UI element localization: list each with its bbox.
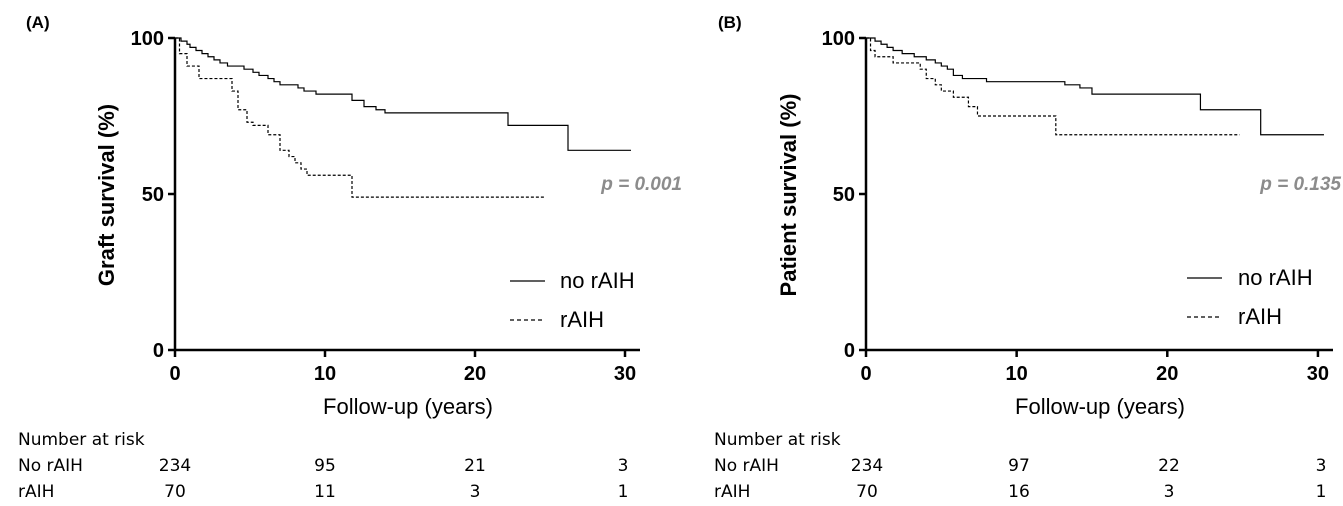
- risk-count: 3: [1163, 482, 1175, 502]
- legend: no rAIH rAIH: [510, 268, 635, 332]
- risk-row-label: No rAIH: [714, 456, 779, 476]
- legend-label-no-raih: no rAIH: [560, 268, 635, 293]
- risk-count: 3: [469, 482, 481, 502]
- risk-count: 1: [617, 482, 629, 502]
- legend-label-raih: rAIH: [1238, 304, 1282, 329]
- x-tick-label: 0: [860, 363, 871, 385]
- series-line-raih: [866, 37, 1240, 136]
- y-tick-label: 0: [844, 340, 855, 362]
- x-tick-label: 30: [614, 363, 636, 385]
- risk-row-no-raih: No rAIH 234 95 21 3: [18, 456, 678, 480]
- risk-count: 95: [314, 456, 336, 476]
- risk-count: 70: [164, 482, 186, 502]
- x-axis-label: Follow-up (years): [323, 394, 493, 419]
- risk-count: 21: [464, 456, 486, 476]
- risk-table-b: Number at risk No rAIH 234 97 22 3 rAIH …: [714, 430, 1343, 504]
- x-tick-label: 20: [1156, 363, 1178, 385]
- graft-survival-chart: (A) 0 50 100 0 10 20 30 Graft survival (%) Fol…: [26, 13, 682, 419]
- risk-row-label: rAIH: [18, 482, 55, 502]
- patient-survival-chart: (B) 0 50 100 0 10 20 30 Patient survival (%) F…: [718, 13, 1341, 419]
- risk-count: 234: [850, 456, 884, 476]
- panel-label: (B): [718, 13, 742, 32]
- x-tick-label: 0: [169, 363, 180, 385]
- panel-label: (A): [26, 13, 50, 32]
- legend-label-raih: rAIH: [560, 307, 604, 332]
- risk-count: 11: [314, 482, 336, 502]
- y-tick-label: 50: [142, 184, 164, 206]
- legend: no rAIH rAIH: [1187, 265, 1313, 329]
- risk-table-a: Number at risk No rAIH 234 95 21 3 rAIH …: [18, 430, 678, 504]
- y-tick-label: 100: [131, 28, 164, 50]
- x-tick-label: 10: [314, 363, 336, 385]
- risk-count: 1: [1315, 482, 1327, 502]
- y-axis-label: Graft survival (%): [94, 104, 119, 286]
- risk-table-title: Number at risk: [714, 430, 841, 450]
- risk-count: 70: [856, 482, 878, 502]
- risk-row-label: rAIH: [714, 482, 751, 502]
- risk-count: 3: [1315, 456, 1327, 476]
- series-line-no-raih: [866, 37, 1324, 136]
- y-tick-label: 0: [153, 340, 164, 362]
- x-tick-label: 10: [1006, 363, 1028, 385]
- x-axis-label: Follow-up (years): [1015, 394, 1185, 419]
- risk-row-raih: rAIH 70 11 3 1: [18, 482, 678, 506]
- y-axis-label: Patient survival (%): [776, 94, 801, 297]
- p-value: p = 0.135: [1259, 174, 1341, 195]
- series-line-no-raih: [175, 37, 631, 151]
- risk-row-no-raih: No rAIH 234 97 22 3: [714, 456, 1343, 480]
- legend-label-no-raih: no rAIH: [1238, 265, 1313, 290]
- risk-count: 97: [1008, 456, 1030, 476]
- risk-row-label: No rAIH: [18, 456, 83, 476]
- risk-count: 234: [158, 456, 192, 476]
- series-line-raih: [175, 37, 544, 198]
- x-tick-label: 20: [464, 363, 486, 385]
- x-tick-label: 30: [1307, 363, 1329, 385]
- risk-count: 16: [1008, 482, 1030, 502]
- risk-count: 22: [1158, 456, 1180, 476]
- risk-table-title: Number at risk: [18, 430, 145, 450]
- y-tick-label: 100: [822, 28, 855, 50]
- p-value: p = 0.001: [600, 174, 682, 195]
- y-tick-label: 50: [833, 184, 855, 206]
- risk-count: 3: [617, 456, 629, 476]
- risk-row-raih: rAIH 70 16 3 1: [714, 482, 1343, 506]
